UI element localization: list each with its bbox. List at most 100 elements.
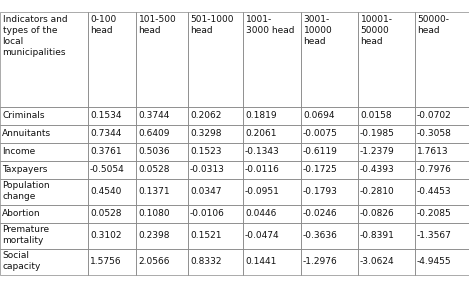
Text: 0.5036: 0.5036	[138, 148, 170, 156]
Text: 0.1523: 0.1523	[190, 148, 221, 156]
Text: -0.2810: -0.2810	[360, 187, 395, 197]
Bar	[358, 249, 415, 275]
Text: 0.0528: 0.0528	[90, 210, 121, 218]
Text: 0.3761: 0.3761	[90, 148, 121, 156]
Text: 0.6409: 0.6409	[138, 129, 169, 139]
Text: -0.5054: -0.5054	[90, 166, 125, 174]
Text: -0.6119: -0.6119	[303, 148, 338, 156]
Text: 0.1521: 0.1521	[190, 232, 221, 241]
Bar	[136, 161, 188, 179]
Text: 0.3298: 0.3298	[190, 129, 221, 139]
Bar	[301, 179, 358, 205]
Text: 2.0566: 2.0566	[138, 257, 169, 267]
Text: 0.1371: 0.1371	[138, 187, 170, 197]
Bar	[88, 179, 136, 205]
Bar	[0, 161, 88, 179]
Bar	[301, 223, 358, 249]
Bar	[243, 161, 301, 179]
Text: -4.9455: -4.9455	[417, 257, 452, 267]
Bar	[0, 107, 88, 125]
Text: 0.4540: 0.4540	[90, 187, 121, 197]
Bar	[188, 249, 243, 275]
Text: -0.0246: -0.0246	[303, 210, 338, 218]
Text: -0.7976: -0.7976	[417, 166, 452, 174]
Text: Population
change: Population change	[2, 181, 50, 201]
Text: -0.0474: -0.0474	[245, 232, 280, 241]
Bar	[88, 12, 136, 107]
Text: -0.2085: -0.2085	[417, 210, 452, 218]
Text: 501-1000
head: 501-1000 head	[190, 15, 234, 35]
Bar	[243, 143, 301, 161]
Text: 0.2061: 0.2061	[245, 129, 277, 139]
Text: 10001-
50000
head: 10001- 50000 head	[361, 15, 393, 46]
Bar	[0, 12, 88, 107]
Bar	[243, 249, 301, 275]
Bar	[188, 161, 243, 179]
Bar	[358, 161, 415, 179]
Bar	[0, 125, 88, 143]
Bar	[243, 12, 301, 107]
Text: 0.8332: 0.8332	[190, 257, 221, 267]
Text: -0.1985: -0.1985	[360, 129, 395, 139]
Bar	[358, 107, 415, 125]
Text: -0.1793: -0.1793	[303, 187, 338, 197]
Bar	[88, 249, 136, 275]
Text: -0.3636: -0.3636	[303, 232, 338, 241]
Bar	[188, 125, 243, 143]
Text: 0.0694: 0.0694	[303, 112, 334, 121]
Bar	[0, 223, 88, 249]
Text: -0.1725: -0.1725	[303, 166, 338, 174]
Bar	[415, 249, 469, 275]
Bar	[415, 205, 469, 223]
Bar	[415, 161, 469, 179]
Text: 0.3744: 0.3744	[138, 112, 169, 121]
Text: -3.0624: -3.0624	[360, 257, 394, 267]
Text: Abortion: Abortion	[2, 210, 41, 218]
Bar	[358, 205, 415, 223]
Bar	[188, 143, 243, 161]
Text: 0.7344: 0.7344	[90, 129, 121, 139]
Text: Social
capacity: Social capacity	[2, 251, 40, 271]
Bar	[243, 205, 301, 223]
Text: 50000-
head: 50000- head	[417, 15, 449, 35]
Text: 3001-
10000
head: 3001- 10000 head	[303, 15, 332, 46]
Bar	[415, 223, 469, 249]
Bar	[301, 205, 358, 223]
Bar	[415, 179, 469, 205]
Bar	[188, 179, 243, 205]
Bar	[243, 179, 301, 205]
Text: 101-500
head: 101-500 head	[138, 15, 176, 35]
Bar	[243, 125, 301, 143]
Bar	[358, 223, 415, 249]
Bar	[358, 179, 415, 205]
Bar	[415, 12, 469, 107]
Bar	[0, 249, 88, 275]
Text: Indicators and
types of the
local
municipalities: Indicators and types of the local munici…	[2, 15, 67, 57]
Bar	[136, 143, 188, 161]
Bar	[188, 205, 243, 223]
Text: -0.8391: -0.8391	[360, 232, 395, 241]
Bar	[0, 205, 88, 223]
Bar	[88, 143, 136, 161]
Text: -0.3058: -0.3058	[417, 129, 452, 139]
Bar	[301, 107, 358, 125]
Bar	[88, 125, 136, 143]
Text: Income: Income	[2, 148, 35, 156]
Text: Annuitants: Annuitants	[2, 129, 51, 139]
Bar	[301, 125, 358, 143]
Text: -0.0106: -0.0106	[190, 210, 225, 218]
Text: 0.0528: 0.0528	[138, 166, 169, 174]
Bar	[136, 125, 188, 143]
Text: Taxpayers: Taxpayers	[2, 166, 47, 174]
Bar	[0, 143, 88, 161]
Text: 0-100
head: 0-100 head	[91, 15, 117, 35]
Text: Premature
mortality: Premature mortality	[2, 225, 49, 245]
Text: Criminals: Criminals	[2, 112, 45, 121]
Text: -0.4393: -0.4393	[360, 166, 395, 174]
Text: -1.2379: -1.2379	[360, 148, 395, 156]
Text: -1.2976: -1.2976	[303, 257, 338, 267]
Bar	[88, 205, 136, 223]
Text: -0.0702: -0.0702	[417, 112, 452, 121]
Bar	[415, 107, 469, 125]
Bar	[301, 143, 358, 161]
